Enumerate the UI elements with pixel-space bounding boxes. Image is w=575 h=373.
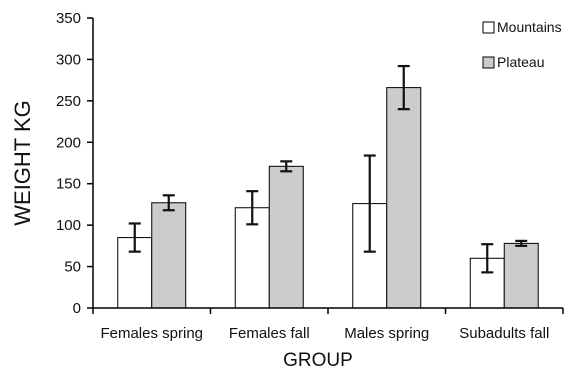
legend-swatch-plateau — [482, 56, 495, 69]
legend-label-plateau: Plateau — [497, 54, 544, 70]
x-tick-label-1: Females fall — [229, 325, 310, 342]
y-tick-label-300: 300 — [56, 51, 81, 68]
legend-label-mountains: Mountains — [497, 19, 562, 35]
y-tick-label-350: 350 — [56, 10, 81, 27]
legend: Mountains Plateau — [482, 19, 562, 70]
y-axis-ticks: 0 50 100 150 200 250 300 350 — [56, 10, 93, 317]
x-tick-label-3: Subadults fall — [459, 325, 549, 342]
y-tick-label-150: 150 — [56, 176, 81, 193]
y-tick-label-200: 200 — [56, 134, 81, 151]
x-axis-tick-labels: Females spring Females fall Males spring Su… — [92, 308, 564, 342]
bar-plateau-1 — [268, 165, 304, 309]
y-axis-title: WEIGHT KG — [10, 100, 35, 226]
y-tick-label-250: 250 — [56, 93, 81, 110]
x-tick-label-2: Males spring — [344, 325, 429, 342]
bar-plateau-2 — [386, 87, 422, 309]
error-bars — [128, 64, 528, 274]
x-tick-label-0: Females spring — [100, 325, 203, 342]
y-tick-label-50: 50 — [64, 259, 81, 276]
legend-swatch-mountains — [482, 21, 495, 34]
bar-plateau-3 — [503, 242, 539, 309]
y-tick-label-100: 100 — [56, 217, 81, 234]
x-axis-title: GROUP — [283, 350, 353, 371]
bars — [117, 87, 539, 309]
y-tick-label-0: 0 — [73, 300, 81, 317]
bar-plateau-0 — [151, 202, 187, 309]
